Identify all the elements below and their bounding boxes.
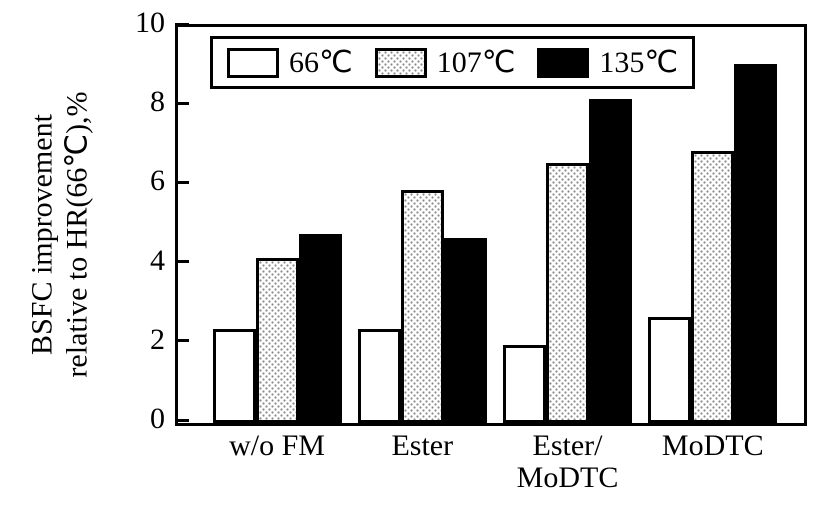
legend-label: 135℃ <box>599 45 678 80</box>
y-tick-label: 8 <box>123 85 165 119</box>
bar <box>256 258 299 423</box>
y-tick-label: 0 <box>123 402 165 436</box>
legend-item: 135℃ <box>537 45 678 80</box>
bar <box>589 99 632 423</box>
legend-swatch <box>375 48 427 78</box>
bar <box>648 317 691 423</box>
y-tick-label: 10 <box>123 6 165 40</box>
bar <box>546 163 589 423</box>
bar <box>213 329 256 423</box>
y-axis-label-line2: relative to HR(66℃),% <box>60 35 95 435</box>
y-tick-mark <box>175 181 189 184</box>
y-tick-mark <box>175 260 189 263</box>
y-tick-mark <box>175 102 189 105</box>
y-tick-label: 2 <box>123 323 165 357</box>
y-tick-label: 6 <box>123 164 165 198</box>
y-axis-label-line1: BSFC improvement <box>26 35 61 435</box>
x-category-label: MoDTC <box>633 430 793 462</box>
bar <box>444 238 487 423</box>
x-category-label: Ester <box>342 430 502 462</box>
x-category-label: w/o FM <box>197 430 357 462</box>
legend-label: 107℃ <box>437 45 516 80</box>
chart-root: BSFC improvement relative to HR(66℃),% 6… <box>0 0 839 510</box>
bar <box>299 234 342 423</box>
y-axis-label: BSFC improvement relative to HR(66℃),% <box>26 35 95 435</box>
x-category-label: Ester/MoDTC <box>488 430 648 493</box>
legend-swatch <box>537 48 589 78</box>
bar <box>691 151 734 423</box>
bar <box>503 345 546 423</box>
legend-swatch <box>227 48 279 78</box>
y-tick-mark <box>175 339 189 342</box>
y-tick-mark <box>175 23 189 26</box>
bar <box>734 64 777 423</box>
legend-item: 107℃ <box>375 45 516 80</box>
y-tick-mark <box>175 419 189 422</box>
bar <box>358 329 401 423</box>
legend-item: 66℃ <box>227 45 353 80</box>
y-tick-label: 4 <box>123 244 165 278</box>
legend: 66℃ 107℃ 135℃ <box>210 36 695 89</box>
legend-label: 66℃ <box>289 45 353 80</box>
bar <box>401 190 444 423</box>
